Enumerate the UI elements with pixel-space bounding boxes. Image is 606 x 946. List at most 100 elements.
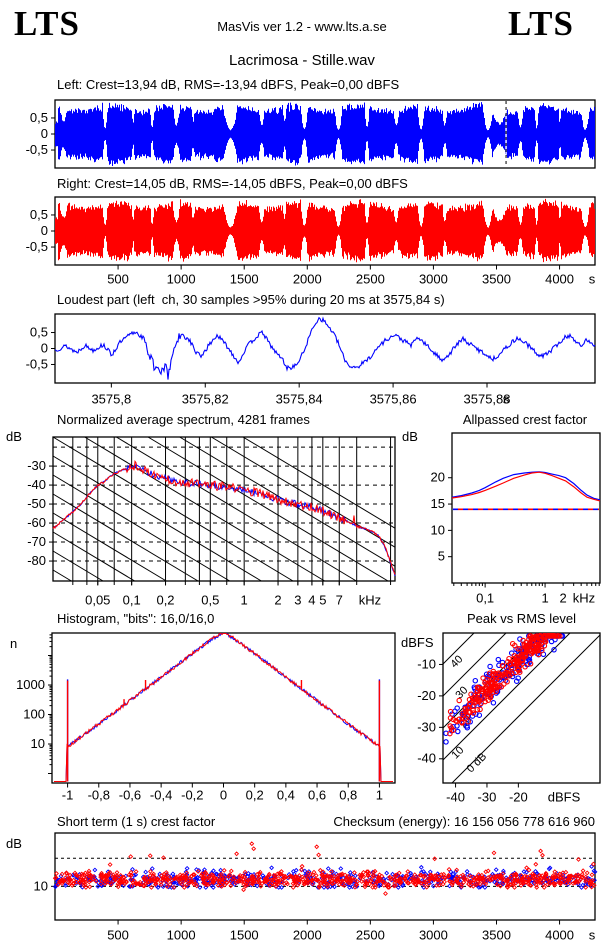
svg-text:-0,6: -0,6 <box>119 787 141 802</box>
svg-text:0,5: 0,5 <box>30 207 48 222</box>
svg-text:1000: 1000 <box>167 927 196 942</box>
svg-text:0,5: 0,5 <box>201 592 219 607</box>
short-term-ylabel: dB <box>6 836 22 851</box>
svg-text:3575,84: 3575,84 <box>276 391 323 406</box>
spectrum-title: Normalized average spectrum, 4281 frames <box>57 412 310 427</box>
svg-text:2: 2 <box>559 590 566 605</box>
allpass-title: Allpassed crest factor <box>462 412 588 427</box>
svg-text:-80: -80 <box>27 553 46 568</box>
logo-right: LTS <box>508 4 574 43</box>
app-version: MasVis ver 1.2 - www.lts.a.se <box>217 19 387 34</box>
svg-text:2500: 2500 <box>356 271 385 286</box>
svg-text:-0,4: -0,4 <box>150 787 172 802</box>
svg-text:-1: -1 <box>62 787 74 802</box>
svg-text:-0,2: -0,2 <box>181 787 203 802</box>
histogram-ylabel: n <box>10 636 18 651</box>
svg-text:0: 0 <box>41 340 48 355</box>
svg-text:0,1: 0,1 <box>476 590 494 605</box>
svg-text:0,2: 0,2 <box>246 787 264 802</box>
svg-text:s: s <box>589 927 596 942</box>
peak-vs-rms-title: Peak vs RMS level <box>466 611 577 626</box>
svg-text:0: 0 <box>41 223 48 238</box>
svg-text:5: 5 <box>319 592 326 607</box>
svg-text:4000: 4000 <box>545 927 574 942</box>
loudest-part-title: Loudest part (left ch, 30 samples >95% d… <box>57 292 445 307</box>
left-channel-stats: Left: Crest=13,94 dB, RMS=-13,94 dBFS, P… <box>57 77 400 92</box>
histogram-title: Histogram, "bits": 16,0/16,0 <box>57 611 215 626</box>
svg-text:10: 10 <box>34 878 48 893</box>
svg-text:0,5: 0,5 <box>30 110 48 125</box>
svg-text:1: 1 <box>541 590 548 605</box>
svg-text:2000: 2000 <box>293 927 322 942</box>
logo-left: LTS <box>14 4 80 43</box>
svg-text:-40: -40 <box>27 477 46 492</box>
svg-text:s: s <box>589 271 596 286</box>
svg-text:0 dB: 0 dB <box>465 751 489 775</box>
svg-text:0,1: 0,1 <box>123 592 141 607</box>
svg-text:3500: 3500 <box>482 927 511 942</box>
song-title: Lacrimosa - Stille.wav <box>229 52 375 69</box>
svg-text:-0,5: -0,5 <box>26 239 48 254</box>
svg-text:3575,82: 3575,82 <box>182 391 229 406</box>
svg-text:4: 4 <box>308 592 315 607</box>
svg-text:1: 1 <box>376 787 383 802</box>
svg-text:-0,5: -0,5 <box>26 356 48 371</box>
svg-text:3500: 3500 <box>482 271 511 286</box>
allpass-ylabel: dB <box>402 429 418 444</box>
svg-text:1: 1 <box>241 592 248 607</box>
svg-text:-70: -70 <box>27 534 46 549</box>
svg-text:3575,88: 3575,88 <box>464 391 511 406</box>
svg-text:2: 2 <box>274 592 281 607</box>
svg-text:500: 500 <box>107 271 129 286</box>
svg-text:0,4: 0,4 <box>277 787 295 802</box>
svg-text:dBFS: dBFS <box>548 789 581 804</box>
svg-text:3575,86: 3575,86 <box>370 391 417 406</box>
svg-text:10: 10 <box>449 744 466 761</box>
svg-text:2500: 2500 <box>356 927 385 942</box>
svg-text:-30: -30 <box>417 719 436 734</box>
svg-text:5: 5 <box>438 549 445 564</box>
svg-text:-0,5: -0,5 <box>26 142 48 157</box>
svg-text:-50: -50 <box>27 496 46 511</box>
svg-text:2000: 2000 <box>293 271 322 286</box>
svg-text:-10: -10 <box>417 656 436 671</box>
svg-text:0: 0 <box>41 126 48 141</box>
svg-text:0,5: 0,5 <box>30 324 48 339</box>
svg-text:10: 10 <box>31 736 45 751</box>
right-channel-stats: Right: Crest=14,05 dB, RMS=-14,05 dBFS, … <box>57 176 408 191</box>
svg-text:3575,8: 3575,8 <box>91 391 131 406</box>
svg-text:1000: 1000 <box>16 677 45 692</box>
svg-text:0,05: 0,05 <box>85 592 110 607</box>
svg-text:7: 7 <box>336 592 343 607</box>
svg-text:3000: 3000 <box>419 927 448 942</box>
svg-text:-20: -20 <box>509 789 528 804</box>
svg-text:-40: -40 <box>417 751 436 766</box>
svg-text:-30: -30 <box>27 458 46 473</box>
svg-text:-30: -30 <box>478 789 497 804</box>
svg-text:4000: 4000 <box>545 271 574 286</box>
svg-text:500: 500 <box>107 927 129 942</box>
svg-text:100: 100 <box>23 706 45 721</box>
svg-text:1500: 1500 <box>230 927 259 942</box>
svg-text:-0,8: -0,8 <box>88 787 110 802</box>
peak-vs-rms-ylabel: dBFS <box>401 635 434 650</box>
spectrum-ylabel: dB <box>6 429 22 444</box>
checksum-label: Checksum (energy): 16 156 056 778 616 96… <box>333 814 595 829</box>
svg-text:0,6: 0,6 <box>308 787 326 802</box>
svg-text:1000: 1000 <box>167 271 196 286</box>
svg-text:20: 20 <box>431 470 445 485</box>
svg-text:s: s <box>503 391 510 406</box>
svg-text:-20: -20 <box>417 688 436 703</box>
svg-text:3: 3 <box>294 592 301 607</box>
svg-text:15: 15 <box>431 496 445 511</box>
svg-text:10: 10 <box>431 522 445 537</box>
svg-text:3000: 3000 <box>419 271 448 286</box>
svg-text:0,2: 0,2 <box>156 592 174 607</box>
svg-text:-40: -40 <box>446 789 465 804</box>
short-term-title: Short term (1 s) crest factor <box>57 814 216 829</box>
svg-text:0: 0 <box>220 787 227 802</box>
svg-text:1500: 1500 <box>230 271 259 286</box>
svg-text:-60: -60 <box>27 515 46 530</box>
